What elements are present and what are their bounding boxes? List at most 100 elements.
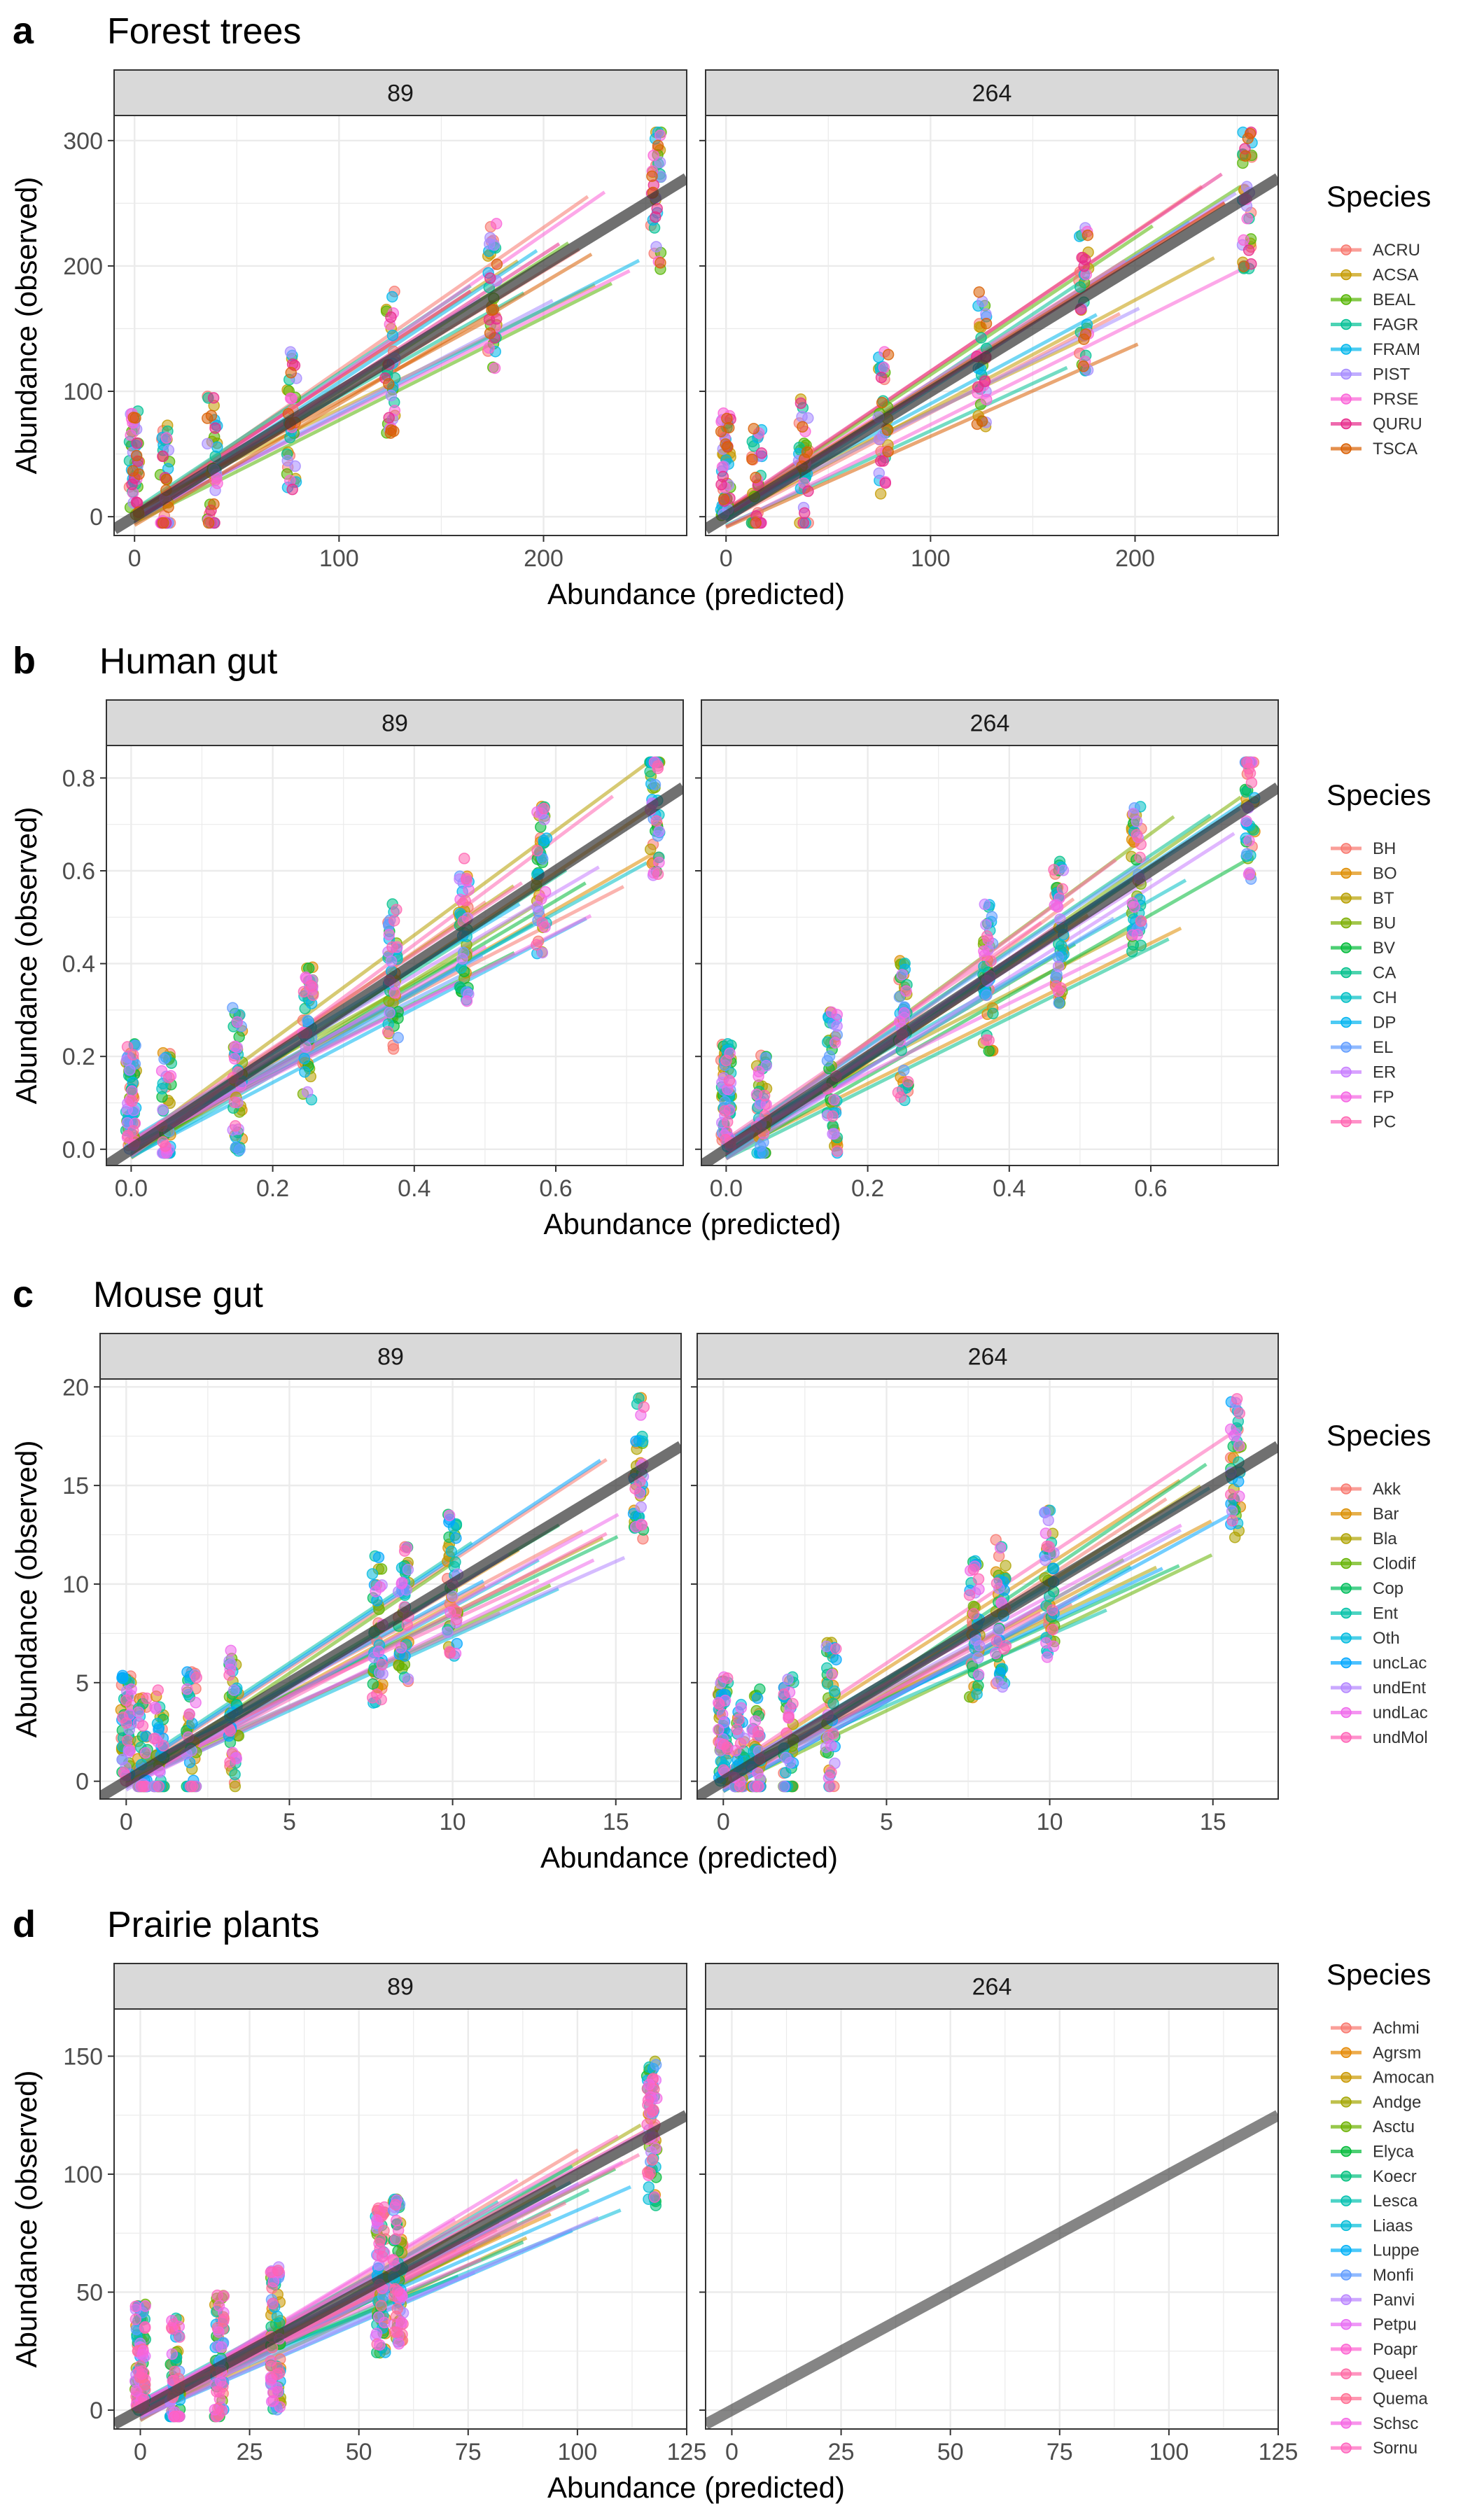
legend-label: Cop — [1373, 1579, 1404, 1598]
data-point — [449, 1556, 461, 1568]
data-point — [229, 1780, 241, 1793]
data-point — [874, 488, 887, 500]
data-point — [1241, 848, 1253, 860]
data-point — [211, 441, 223, 454]
data-point — [208, 498, 220, 510]
data-point — [374, 2339, 386, 2351]
data-point — [366, 1568, 379, 1580]
panel-title: Forest trees — [107, 11, 301, 52]
facet-264: 264 0.0 0.2 0.4 0.6 — [695, 699, 1279, 1202]
panel-c: c Mouse gut 89 0 5 10 15 0 5 10 15 20 264 0 5 10 15 Abund… — [10, 1273, 1431, 1874]
y-tick-label: 15 — [62, 1473, 89, 1499]
panel-letter: c — [13, 1273, 34, 1315]
data-point — [827, 1728, 839, 1740]
legend-item: EL — [1331, 1038, 1393, 1057]
data-point — [209, 422, 221, 434]
x-axis-title: Abundance (predicted) — [540, 1841, 838, 1874]
legend-label: Achmi — [1373, 2019, 1420, 2038]
data-point — [963, 1589, 976, 1601]
data-point — [202, 438, 214, 450]
legend-key-point — [1340, 418, 1352, 430]
facet-strip — [113, 69, 687, 116]
legend-item: Cop — [1331, 1579, 1404, 1598]
data-point — [121, 1041, 134, 1053]
regression-line — [725, 926, 1182, 1156]
data-point — [152, 1684, 164, 1696]
legend-key-point — [1340, 1558, 1352, 1569]
data-point — [873, 433, 886, 445]
legend-item: Koecr — [1331, 2167, 1417, 2186]
data-point — [875, 455, 887, 467]
data-layer — [100, 1392, 681, 1799]
y-tick-label: 5 — [76, 1670, 89, 1697]
legend-item: Asctu — [1331, 2118, 1415, 2136]
legend-label: FP — [1373, 1088, 1394, 1107]
facet-strip — [705, 1963, 1279, 2010]
data-point — [645, 844, 657, 855]
data-point — [127, 1049, 139, 1060]
legend-item: ACSA — [1331, 266, 1418, 285]
data-point — [133, 468, 145, 480]
data-point — [384, 1007, 396, 1019]
legend-key-point — [1340, 843, 1352, 854]
data-point — [451, 1614, 463, 1625]
data-point — [229, 1040, 241, 1053]
reference-line — [106, 782, 683, 1166]
data-point — [1226, 1505, 1238, 1517]
legend-label: DP — [1373, 1014, 1396, 1032]
data-point — [459, 895, 471, 906]
data-point — [796, 410, 808, 423]
data-point — [391, 2285, 404, 2297]
legend-label: Amocan — [1373, 2068, 1434, 2087]
legend-item: Oth — [1331, 1629, 1400, 1648]
legend-label: Schsc — [1373, 2414, 1418, 2433]
data-point — [784, 1756, 796, 1769]
data-point — [654, 130, 666, 141]
facet-strip — [99, 1333, 682, 1380]
data-point — [225, 1644, 237, 1657]
data-point — [1043, 1590, 1056, 1602]
data-point — [644, 2167, 656, 2179]
y-tick-label: 0 — [90, 504, 103, 531]
data-point — [284, 346, 297, 358]
legend-key-point — [1340, 443, 1352, 454]
regression-line — [725, 937, 1170, 1161]
data-point — [463, 883, 475, 896]
x-tick-label: 15 — [1200, 1809, 1226, 1835]
x-tick-label: 100 — [558, 2439, 598, 2465]
data-layer — [706, 126, 1278, 534]
data-point — [748, 423, 760, 435]
data-point — [1240, 815, 1252, 827]
data-point — [629, 1483, 641, 1494]
legend-label: Panvi — [1373, 2290, 1415, 2309]
data-point — [1135, 939, 1147, 951]
data-point — [1238, 260, 1250, 272]
legend-label: Quema — [1373, 2390, 1428, 2409]
legend-label: ACRU — [1373, 241, 1420, 260]
data-point — [650, 211, 662, 223]
legend-title: Species — [1326, 180, 1431, 213]
y-tick-label: 300 — [63, 128, 103, 155]
legend-label: Elyca — [1373, 2143, 1414, 2162]
data-point — [122, 1735, 134, 1746]
data-point — [207, 392, 220, 404]
data-point — [1042, 1514, 1054, 1527]
data-point — [802, 485, 814, 497]
legend-item: ACRU — [1331, 241, 1420, 260]
legend-label: Agrsm — [1373, 2043, 1421, 2062]
data-point — [715, 479, 727, 491]
data-point — [447, 1590, 458, 1602]
legend-item: BV — [1331, 939, 1395, 958]
data-point — [1228, 1429, 1240, 1442]
data-point — [486, 304, 498, 316]
data-point — [897, 1064, 910, 1077]
data-point — [383, 378, 395, 390]
y-tick-label: 0.6 — [62, 858, 95, 885]
legend-item: Andge — [1331, 2093, 1421, 2112]
data-point — [298, 1053, 311, 1065]
data-point — [536, 917, 548, 929]
legend-key-point — [1340, 1607, 1352, 1619]
legend-label: Koecr — [1373, 2167, 1417, 2186]
data-point — [267, 2297, 279, 2310]
data-point — [878, 361, 890, 374]
